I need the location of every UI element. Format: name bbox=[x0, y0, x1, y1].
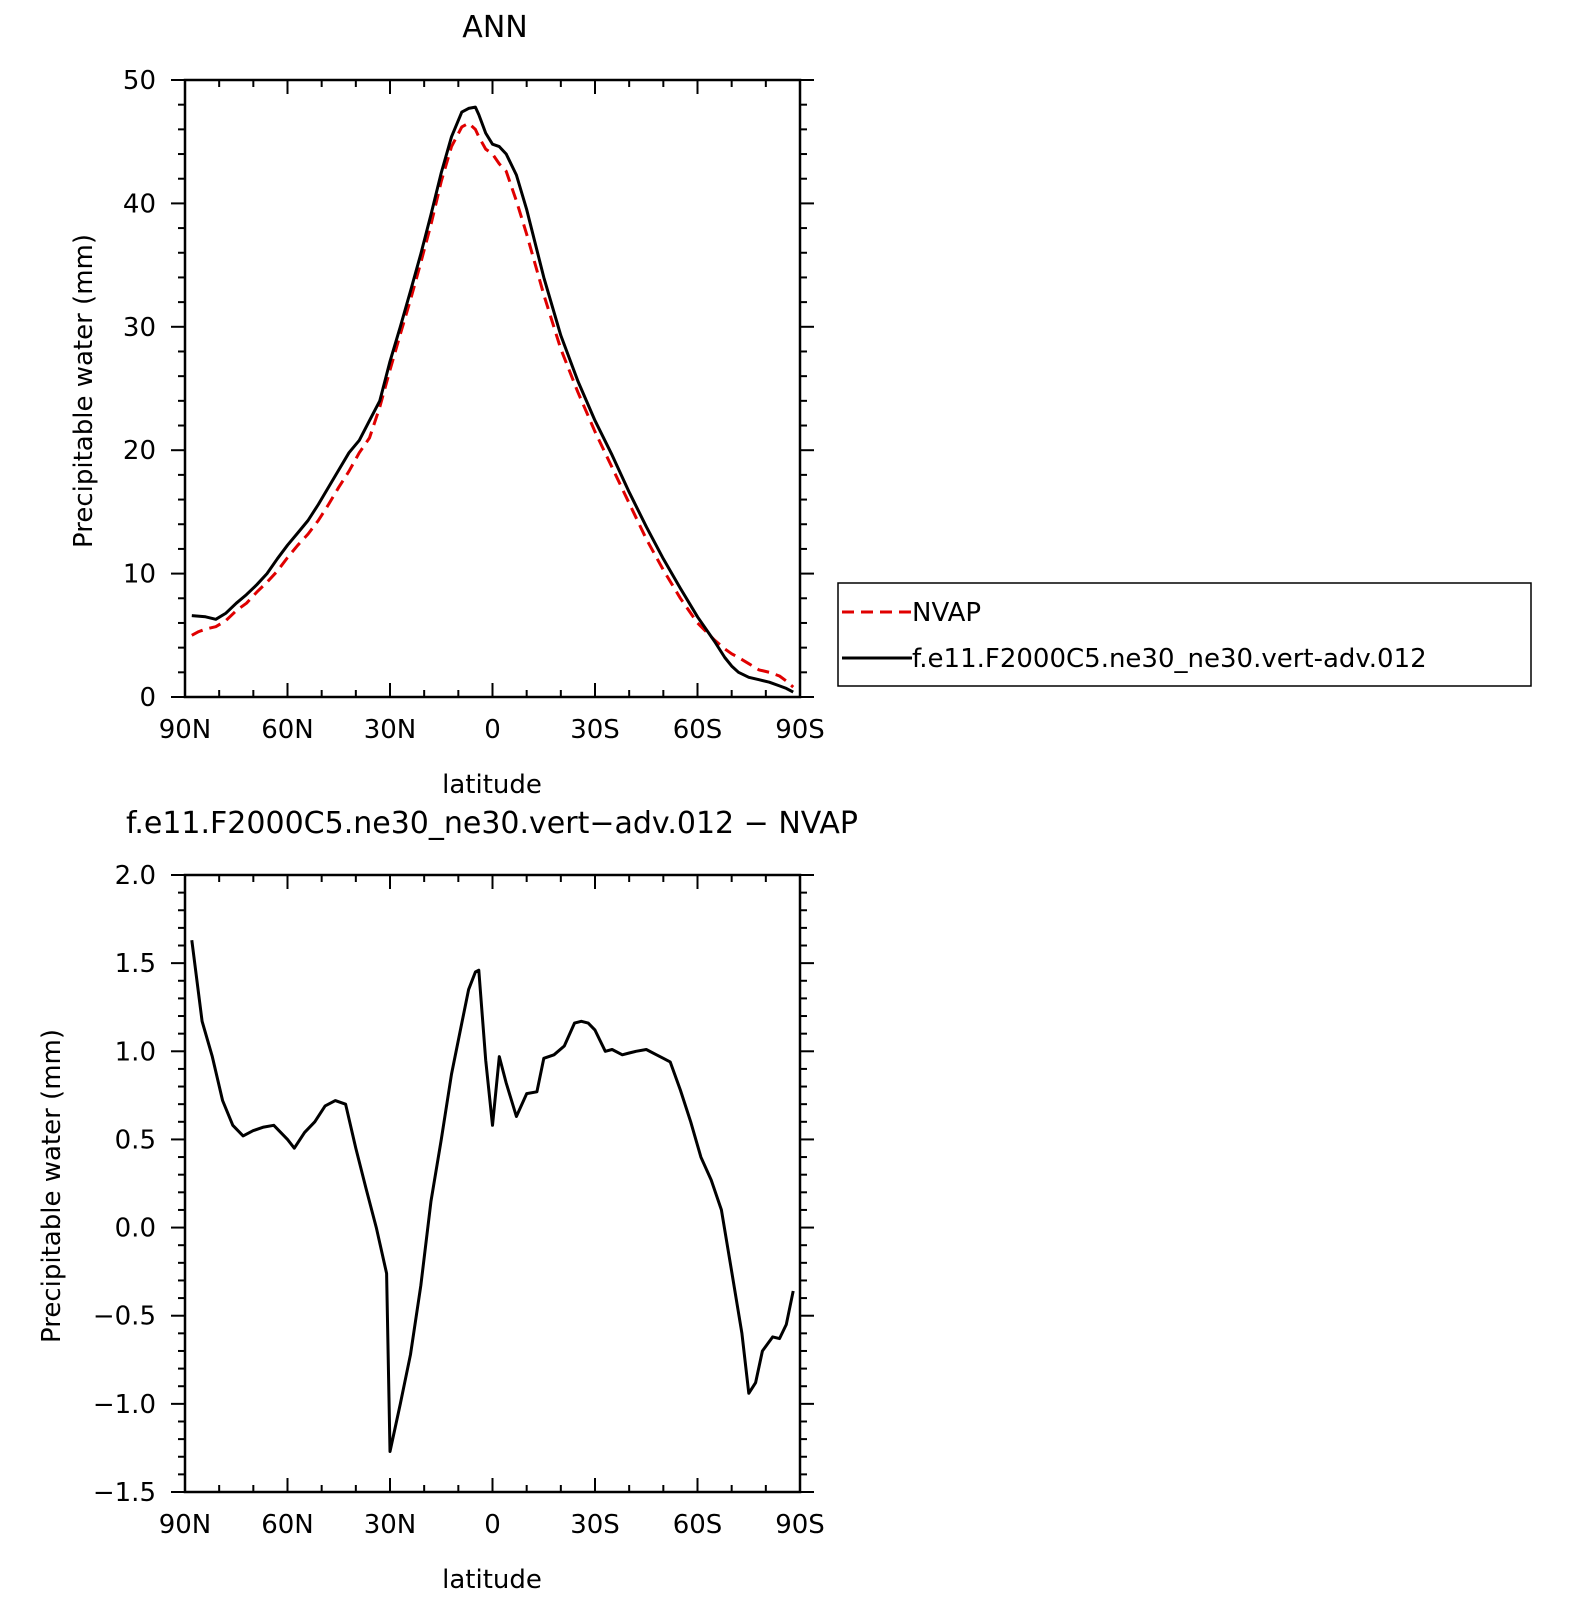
legend-label-model: f.e11.F2000C5.ne30_ne30.vert-adv.012 bbox=[912, 644, 1427, 674]
y-tick-label: 2.0 bbox=[115, 861, 156, 891]
bottom-x-tick-labels: 90N 60N 30N 0 30S 60S 90S bbox=[159, 1510, 825, 1540]
x-tick-label: 30N bbox=[364, 1510, 417, 1540]
top-y-tick-labels: 0 10 20 30 40 50 bbox=[123, 66, 156, 713]
top-chart-title: ANN bbox=[462, 10, 527, 45]
bottom-y-axis-label: Precipitable water (mm) bbox=[37, 1029, 67, 1343]
bottom-panel: f.e11.F2000C5.ne30_ne30.vert−adv.012 − N… bbox=[37, 806, 858, 1595]
x-tick-label: 0 bbox=[484, 1510, 501, 1540]
series-line-difference bbox=[190, 940, 795, 1453]
top-ticks bbox=[171, 79, 814, 698]
bottom-y-tick-labels: −1.5 −1.0 −0.5 0.0 0.5 1.0 1.5 2.0 bbox=[93, 861, 156, 1508]
series-line-model bbox=[191, 105, 794, 694]
y-tick-label: 0.5 bbox=[115, 1125, 156, 1155]
x-tick-label: 90N bbox=[159, 715, 212, 745]
y-tick-label: 0.0 bbox=[115, 1214, 156, 1244]
x-tick-label: 30S bbox=[570, 715, 620, 745]
x-tick-label: 60N bbox=[261, 1510, 314, 1540]
y-tick-label: 40 bbox=[123, 189, 156, 219]
y-tick-label: −1.0 bbox=[93, 1390, 156, 1420]
y-tick-label: −1.5 bbox=[93, 1478, 156, 1508]
x-tick-label: 90S bbox=[775, 1510, 825, 1540]
bottom-plot-frame bbox=[183, 873, 802, 1494]
bottom-x-axis-label: latitude bbox=[442, 1565, 542, 1595]
x-tick-label: 0 bbox=[484, 715, 501, 745]
y-tick-label: 1.5 bbox=[115, 949, 156, 979]
top-series-group bbox=[191, 105, 795, 694]
y-tick-label: 10 bbox=[123, 560, 156, 590]
x-tick-label: 60S bbox=[673, 715, 723, 745]
top-panel: ANN 90N 60N 30N 0 30S 60S 90S 0 10 20 30 40 50 lati… bbox=[69, 10, 825, 800]
y-tick-label: 30 bbox=[123, 313, 156, 343]
top-x-axis-label: latitude bbox=[442, 770, 542, 800]
top-y-axis-label: Precipitable water (mm) bbox=[69, 234, 99, 548]
x-tick-label: 30S bbox=[570, 1510, 620, 1540]
series-line-nvap bbox=[191, 121, 795, 689]
bottom-series-group bbox=[190, 940, 795, 1453]
legend-label-nvap: NVAP bbox=[912, 598, 981, 628]
y-tick-label: −0.5 bbox=[93, 1302, 156, 1332]
x-tick-label: 60N bbox=[261, 715, 314, 745]
y-tick-label: 1.0 bbox=[115, 1037, 156, 1067]
top-x-tick-labels: 90N 60N 30N 0 30S 60S 90S bbox=[159, 715, 825, 745]
x-tick-label: 90N bbox=[159, 1510, 212, 1540]
y-tick-label: 50 bbox=[123, 66, 156, 96]
x-tick-label: 30N bbox=[364, 715, 417, 745]
legend-box bbox=[837, 582, 1532, 687]
y-tick-label: 0 bbox=[139, 683, 156, 713]
legend: NVAP f.e11.F2000C5.ne30_ne30.vert-adv.01… bbox=[837, 582, 1532, 687]
bottom-chart-title: f.e11.F2000C5.ne30_ne30.vert−adv.012 − N… bbox=[126, 806, 858, 841]
top-plot-frame bbox=[183, 78, 802, 699]
x-tick-label: 90S bbox=[775, 715, 825, 745]
y-tick-label: 20 bbox=[123, 436, 156, 466]
bottom-ticks bbox=[171, 874, 814, 1493]
x-tick-label: 60S bbox=[673, 1510, 723, 1540]
